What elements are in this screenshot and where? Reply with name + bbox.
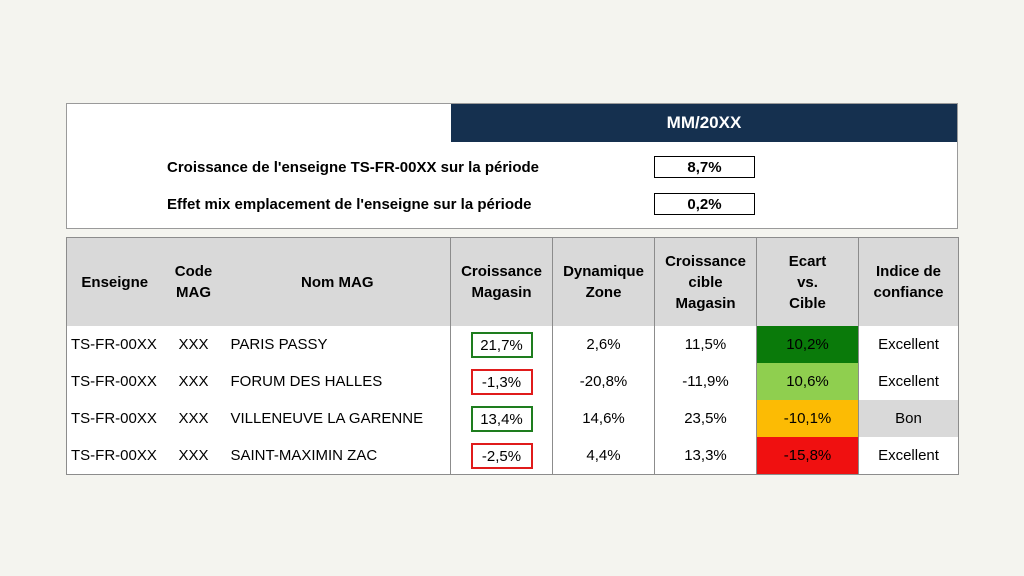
cell-dynamique: 4,4% — [552, 437, 655, 475]
growth-value: 8,7% — [654, 156, 755, 178]
table-row: TS-FR-00XX XXX SAINT-MAXIMIN ZAC -2,5% 4… — [66, 437, 959, 475]
header-code-mag: Code MAG — [162, 237, 225, 326]
cell-croissance: 13,4% — [450, 400, 553, 437]
cell-indice: Bon — [858, 400, 959, 437]
header-dynamique-zone: Dynamique Zone — [552, 237, 655, 326]
stores-table: Enseigne Code MAG Nom MAG Croissance Magas… — [66, 237, 959, 475]
cell-code: XXX — [178, 336, 209, 353]
cell-ecart: -10,1% — [756, 400, 859, 437]
period-header: MM/20XX — [451, 104, 957, 142]
cell-croissance: -1,3% — [450, 363, 553, 400]
cell-nom: FORUM DES HALLES — [224, 363, 451, 400]
mix-effect-label: Effet mix emplacement de l'enseigne sur … — [167, 196, 532, 213]
header-ecart-cible: Ecart vs. Cible — [756, 237, 859, 326]
cell-croissance: 21,7% — [450, 326, 553, 363]
growth-positive-box: 21,7% — [470, 331, 533, 358]
header-croissance-cible: Croissance cible Magasin — [654, 237, 757, 326]
cell-enseigne: TS-FR-00XX — [66, 363, 163, 400]
cell-cible: 11,5% — [654, 326, 757, 363]
header-indice-confiance: Indice de confiance — [858, 237, 959, 326]
cell-nom: VILLENEUVE LA GARENNE — [224, 400, 451, 437]
header-nom-mag: Nom MAG — [224, 237, 451, 326]
growth-positive-box: 13,4% — [470, 405, 533, 432]
cell-ecart: 10,6% — [756, 363, 859, 400]
table-row: TS-FR-00XX XXX VILLENEUVE LA GARENNE 13,… — [66, 400, 959, 437]
cell-cible: 23,5% — [654, 400, 757, 437]
cell-code: XXX — [178, 410, 209, 427]
cell-nom: PARIS PASSY — [224, 326, 451, 363]
mix-effect-value: 0,2% — [654, 193, 755, 215]
cell-enseigne: TS-FR-00XX — [66, 326, 163, 363]
cell-enseigne: TS-FR-00XX — [66, 400, 163, 437]
cell-ecart: 10,2% — [756, 326, 859, 363]
table-row: TS-FR-00XX XXX PARIS PASSY 21,7% 2,6% 11… — [66, 326, 959, 363]
cell-code: XXX — [178, 373, 209, 390]
cell-enseigne: TS-FR-00XX — [66, 437, 163, 475]
growth-label: Croissance de l'enseigne TS-FR-00XX sur … — [167, 159, 540, 176]
cell-indice: Excellent — [858, 326, 959, 363]
table-header-row: Enseigne Code MAG Nom MAG Croissance Magas… — [66, 237, 959, 326]
cell-cible: -11,9% — [654, 363, 757, 400]
cell-cible: 13,3% — [654, 437, 757, 475]
cell-dynamique: -20,8% — [552, 363, 655, 400]
cell-code: XXX — [162, 437, 225, 475]
summary-panel: MM/20XX Croissance de l'enseigne TS-FR-0… — [66, 103, 958, 229]
cell-dynamique: 14,6% — [552, 400, 655, 437]
header-enseigne: Enseigne — [66, 237, 163, 326]
table-row: TS-FR-00XX XXX FORUM DES HALLES -1,3% -2… — [66, 363, 959, 400]
growth-negative-box: -1,3% — [470, 368, 533, 395]
cell-croissance: -2,5% — [450, 437, 553, 475]
cell-dynamique: 2,6% — [552, 326, 655, 363]
cell-ecart: -15,8% — [756, 437, 859, 475]
cell-nom: SAINT-MAXIMIN ZAC — [224, 437, 451, 475]
growth-negative-box: -2,5% — [470, 442, 533, 469]
header-croissance-magasin: Croissance Magasin — [450, 237, 553, 326]
cell-indice: Excellent — [858, 363, 959, 400]
cell-indice: Excellent — [858, 437, 959, 475]
